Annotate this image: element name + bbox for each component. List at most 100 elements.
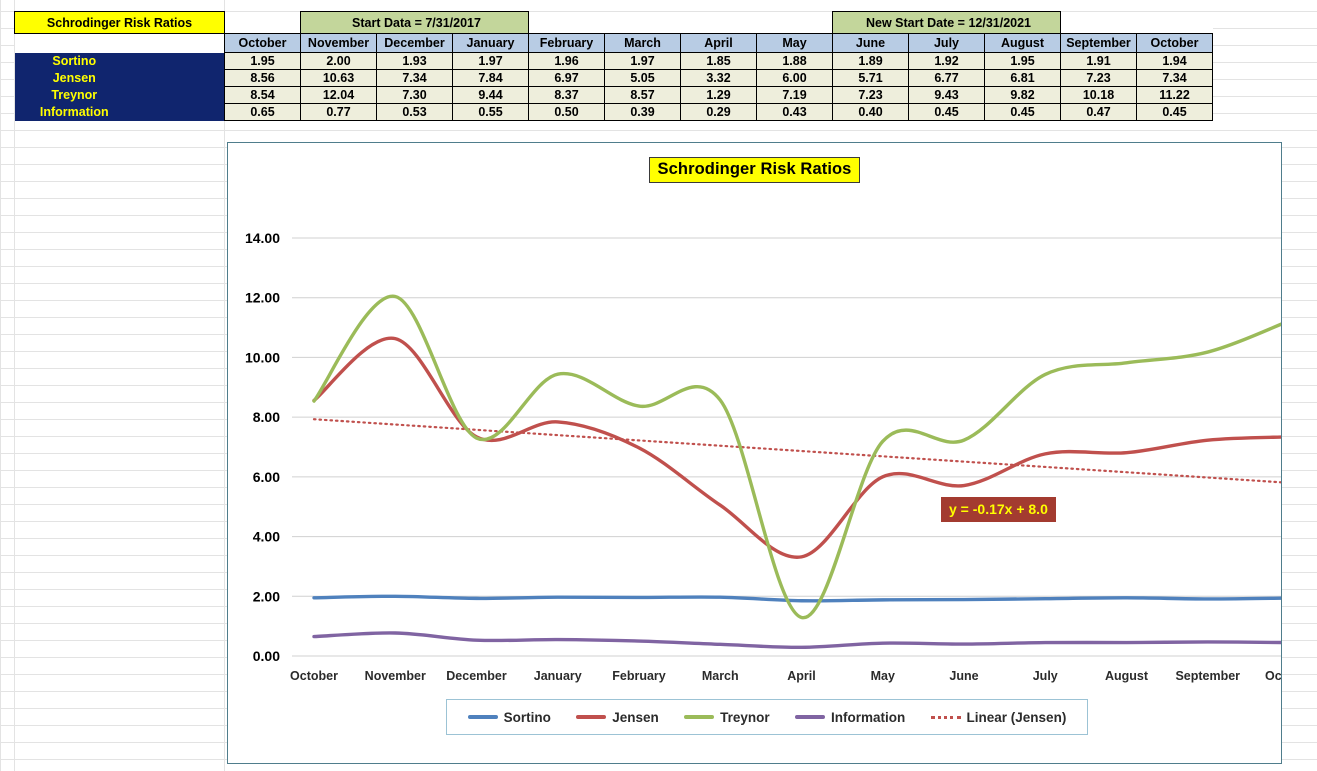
column-header-month: June xyxy=(832,33,909,53)
table-cell: 12.04 xyxy=(300,86,377,104)
x-axis-tick-label: March xyxy=(702,669,739,683)
x-axis-tick-label: February xyxy=(612,669,666,683)
series-line-information[interactable] xyxy=(312,631,1281,650)
legend-label: Sortino xyxy=(503,709,551,725)
table-cell: 1.96 xyxy=(528,52,605,70)
x-axis-tick-label: August xyxy=(1105,669,1149,683)
table-cell: 10.63 xyxy=(300,69,377,87)
x-axis-tick-label: November xyxy=(365,669,426,683)
legend-item-sortino[interactable]: Sortino xyxy=(467,709,551,725)
column-header-month: March xyxy=(604,33,681,53)
blank-cell xyxy=(224,11,301,34)
legend-item-treynor[interactable]: Treynor xyxy=(684,710,770,725)
legend-item-information[interactable]: Information xyxy=(794,709,906,725)
column-header-month: October xyxy=(224,33,301,53)
table-cell: 0.45 xyxy=(908,103,985,121)
x-axis-tick-label: December xyxy=(446,669,507,683)
table-cell: 1.93 xyxy=(376,52,453,70)
table-cell: 1.95 xyxy=(224,52,301,70)
table-cell: 3.32 xyxy=(680,69,757,87)
table-cell: 9.82 xyxy=(984,86,1061,104)
legend-swatch-icon xyxy=(684,715,715,719)
blank-cell xyxy=(14,33,225,53)
table-cell: 0.40 xyxy=(832,103,909,121)
table-cell: 5.71 xyxy=(832,69,909,87)
legend-item-linear-jensen[interactable]: Linear (Jensen) xyxy=(930,709,1067,725)
table-cell: 2.00 xyxy=(300,52,377,70)
y-axis-tick-label: 12.00 xyxy=(245,290,280,306)
table-cell: 1.95 xyxy=(984,52,1061,70)
series-line-treynor[interactable] xyxy=(312,294,1281,620)
table-cell: 1.91 xyxy=(1060,52,1137,70)
column-header-month: January xyxy=(452,33,529,53)
series-line-jensen[interactable] xyxy=(312,336,1281,559)
risk-ratio-table: Schrodinger Risk Ratios Start Data = 7/31… xyxy=(14,11,1213,121)
x-axis-tick-label: January xyxy=(534,669,582,683)
table-cell: 0.77 xyxy=(300,103,377,121)
table-title-row: Schrodinger Risk Ratios Start Data = 7/31… xyxy=(14,11,1213,34)
column-header-month: February xyxy=(528,33,605,53)
table-header-row: October November December January February Ma… xyxy=(14,33,1213,53)
trendline-linear-jensen xyxy=(312,418,1281,484)
table-cell: 7.84 xyxy=(452,69,529,87)
row-label-treynor: Treynor xyxy=(14,86,225,104)
table-cell: 6.81 xyxy=(984,69,1061,87)
table-cell: 1.89 xyxy=(832,52,909,70)
table-cell: 9.43 xyxy=(908,86,985,104)
y-axis-tick-label: 6.00 xyxy=(253,469,280,485)
column-header-month: April xyxy=(680,33,757,53)
x-axis-tick-label: April xyxy=(787,669,815,683)
chart-plot-area: 0.00 2.00 4.00 6.00 8.00 10.00 12.00 14.00 Octob… xyxy=(245,230,1281,683)
table-cell: 6.77 xyxy=(908,69,985,87)
table-cell: 8.57 xyxy=(604,86,681,104)
x-axis-tick-label: June xyxy=(949,669,978,683)
x-axis-tick-label: July xyxy=(1033,669,1058,683)
legend-label: Linear (Jensen) xyxy=(966,709,1067,725)
y-axis-tick-label: 4.00 xyxy=(253,529,280,545)
y-axis-tick-label: 0.00 xyxy=(253,648,280,664)
new-start-date-note: New Start Date = 12/31/2021 xyxy=(832,11,1061,34)
row-label-sortino: Sortino xyxy=(14,52,225,70)
x-axis-tick-label: September xyxy=(1175,669,1240,683)
table-cell: 6.00 xyxy=(756,69,833,87)
y-axis-tick-label: 14.00 xyxy=(245,230,280,246)
table-cell: 0.55 xyxy=(452,103,529,121)
table-cell: 0.50 xyxy=(528,103,605,121)
row-label-jensen: Jensen xyxy=(14,69,225,87)
chart-legend[interactable]: Sortino Jensen Treynor Information Linear (J… xyxy=(446,699,1088,735)
table-row: Sortino 1.95 2.00 1.93 1.97 1.96 1.97 1.85 1.88 1… xyxy=(14,52,1213,70)
table-cell: 8.56 xyxy=(224,69,301,87)
y-axis-tick-label: 8.00 xyxy=(253,409,280,425)
legend-label: Information xyxy=(830,709,906,725)
blank-cell xyxy=(528,11,833,34)
table-cell: 0.53 xyxy=(376,103,453,121)
legend-swatch-icon xyxy=(794,715,825,719)
chart-title: Schrodinger Risk Ratios xyxy=(648,157,861,183)
legend-item-jensen[interactable]: Jensen xyxy=(576,710,659,725)
y-axis-tick-label: 2.00 xyxy=(253,588,280,604)
table-cell: 0.65 xyxy=(224,103,301,121)
table-cell: 7.34 xyxy=(376,69,453,87)
table-cell: 1.88 xyxy=(756,52,833,70)
y-axis-tick-label: 10.00 xyxy=(245,349,280,365)
table-cell: 7.30 xyxy=(376,86,453,104)
column-header-month: September xyxy=(1060,33,1137,53)
column-header-month: July xyxy=(908,33,985,53)
table-cell: 1.92 xyxy=(908,52,985,70)
table-cell: 5.05 xyxy=(604,69,681,87)
table-cell: 1.29 xyxy=(680,86,757,104)
legend-swatch-icon xyxy=(467,715,498,719)
series-line-sortino[interactable] xyxy=(312,594,1281,603)
table-cell: 8.54 xyxy=(224,86,301,104)
risk-ratios-chart[interactable]: Schrodinger Risk Ratios 0.00 2.00 4.00 6.00… xyxy=(227,142,1282,764)
legend-dotted-swatch-icon xyxy=(930,715,961,719)
legend-swatch-icon xyxy=(576,715,607,719)
table-cell: 11.22 xyxy=(1136,86,1213,104)
table-row: Information 0.65 0.77 0.53 0.55 0.50 0.39 0.29 0… xyxy=(14,103,1213,121)
blank-cell xyxy=(1060,11,1213,34)
table-cell: 0.45 xyxy=(984,103,1061,121)
table-cell: 9.44 xyxy=(452,86,529,104)
row-label-information: Information xyxy=(14,103,225,121)
table-cell: 7.23 xyxy=(1060,69,1137,87)
